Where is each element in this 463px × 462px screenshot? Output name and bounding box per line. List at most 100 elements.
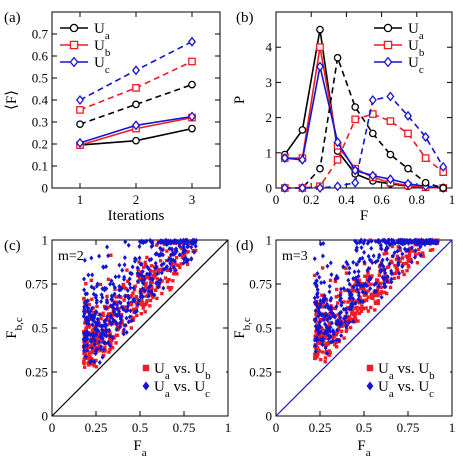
scatter-point-c	[159, 270, 164, 276]
scatter-point-c	[378, 262, 383, 268]
scatter-point-b	[335, 330, 340, 334]
scatter-point-c	[381, 263, 386, 269]
scatter-point-c	[322, 279, 327, 285]
scatter-point-b	[405, 255, 410, 260]
scatter-point-c	[313, 348, 318, 354]
y-axis-label-sub: b,c	[13, 317, 25, 330]
scatter-point-c	[118, 300, 123, 306]
x-tick-label: 1	[449, 420, 456, 435]
scatter-point-b	[159, 267, 163, 272]
scatter-point-c	[138, 261, 143, 267]
scatter-point-b	[84, 282, 88, 286]
scatter-point-b	[402, 272, 406, 277]
data-point-a-dashed	[188, 80, 196, 89]
scatter-point-b	[320, 332, 324, 337]
scatter-point-c	[89, 255, 94, 261]
x-tick-label: 0.75	[173, 420, 196, 435]
scatter-point-c	[106, 340, 111, 346]
scatter-point-b	[176, 263, 180, 267]
y-tick-label: 0.4	[32, 93, 49, 108]
scatter-point-c	[356, 290, 361, 296]
scatter-point-b	[346, 315, 351, 319]
scatter-point-c	[335, 327, 340, 333]
scatter-point-b	[395, 254, 400, 258]
scatter-point-b	[114, 341, 118, 345]
series-line-c-solid	[284, 66, 444, 189]
scatter-point-b	[345, 327, 349, 331]
scatter-point-c	[319, 280, 324, 286]
scatter-point-b	[393, 263, 397, 268]
scatter-point-b	[333, 279, 338, 284]
scatter-point-b	[82, 357, 86, 362]
scatter-point-b	[368, 238, 373, 242]
data-point-c-solid	[298, 154, 307, 165]
scatter-point-b	[326, 342, 330, 346]
data-point-c-solid	[75, 137, 85, 148]
scatter-point-b	[334, 340, 338, 345]
scatter-point-b	[407, 259, 411, 263]
scatter-point-c	[97, 360, 102, 366]
scatter-point-b	[106, 277, 111, 282]
scatter-point-b	[394, 266, 398, 270]
scatter-point-b	[323, 360, 327, 364]
x-tick-label: 0	[273, 192, 280, 207]
scatter-point-c	[355, 278, 360, 284]
scatter-point-b	[376, 299, 380, 303]
scatter-point-b	[152, 265, 157, 269]
scatter-point-b	[103, 349, 107, 353]
legend-label-c-part: c	[429, 388, 434, 400]
scatter-point-c	[115, 302, 120, 308]
scatter-point-c	[128, 308, 133, 314]
scatter-point-b	[89, 336, 94, 340]
panel-label: (a)	[4, 10, 21, 26]
x-tick-label: 1	[225, 420, 232, 435]
scatter-point-c	[368, 286, 373, 292]
scatter-point-c	[181, 260, 186, 266]
scatter-point-c	[98, 345, 103, 351]
scatter-point-b	[148, 280, 153, 285]
scatter-point-c	[353, 300, 358, 306]
scatter-point-b	[90, 297, 94, 301]
scatter-point-c	[112, 291, 117, 297]
scatter-point-c	[392, 250, 397, 256]
scatter-point-c	[82, 257, 87, 263]
scatter-point-b	[421, 254, 425, 258]
scatter-point-c	[97, 253, 102, 259]
scatter-point-b	[327, 321, 331, 325]
scatter-point-b	[344, 271, 349, 275]
data-point-a-dashed	[316, 164, 324, 173]
scatter-point-b	[143, 310, 147, 314]
y-axis-label: P	[232, 96, 248, 104]
scatter-point-b	[390, 260, 394, 265]
scatter-point-c	[83, 354, 88, 360]
data-point-c-dashed	[75, 94, 85, 106]
scatter-point-b	[352, 300, 357, 304]
scatter-point-c	[104, 297, 109, 303]
scatter-point-c	[382, 276, 387, 282]
x-tick-label: 1	[449, 192, 456, 207]
scatter-point-c	[333, 314, 338, 320]
scatter-point-b	[341, 321, 346, 325]
legend-marker-c	[383, 56, 393, 68]
scatter-point-c	[110, 335, 115, 341]
legend-marker-b	[142, 364, 150, 372]
scatter-point-c	[95, 281, 100, 287]
scatter-point-b	[350, 317, 354, 322]
scatter-point-b	[144, 284, 148, 289]
scatter-point-b	[82, 297, 86, 301]
scatter-point-c	[320, 312, 325, 318]
scatter-point-b	[152, 272, 157, 276]
data-point-b-solid	[316, 43, 324, 52]
scatter-point-c	[118, 324, 123, 330]
scatter-point-b	[349, 298, 353, 303]
scatter-point-b	[386, 265, 391, 269]
scatter-point-b	[364, 298, 369, 303]
scatter-point-c	[389, 271, 394, 277]
scatter-point-c	[85, 342, 90, 348]
scatter-point-b	[354, 311, 358, 316]
scatter-point-c	[126, 319, 131, 325]
scatter-point-c	[94, 328, 99, 334]
data-point-c-solid	[368, 170, 377, 181]
legend-label-c-sub: c	[419, 64, 424, 76]
scatter-point-b	[375, 290, 379, 295]
